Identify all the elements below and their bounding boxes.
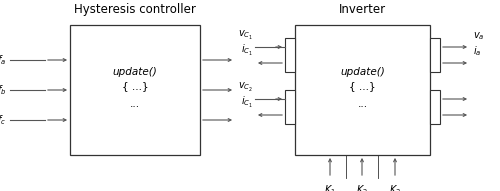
Text: $i_{C_1}$: $i_{C_1}$ [241, 43, 253, 58]
Text: Inverter: Inverter [339, 3, 386, 16]
Text: update(): update() [112, 67, 158, 77]
Text: update(): update() [340, 67, 385, 77]
Text: $v_{C_1}$: $v_{C_1}$ [238, 29, 253, 42]
Text: { ...}: { ...} [122, 81, 148, 91]
Bar [430, 90, 440, 124]
Bar [430, 38, 440, 72]
Text: $f_b$: $f_b$ [0, 83, 6, 97]
Text: $K_1$: $K_1$ [324, 183, 336, 191]
Text: $v_a$: $v_a$ [473, 30, 484, 42]
Text: $v_{C_2}$: $v_{C_2}$ [238, 81, 253, 94]
Text: $K_2$: $K_2$ [356, 183, 368, 191]
Text: $f_c$: $f_c$ [0, 113, 6, 127]
Text: $f_a$: $f_a$ [0, 53, 6, 67]
Text: $i_{C_1}$: $i_{C_1}$ [241, 95, 253, 110]
Text: Hysteresis controller: Hysteresis controller [74, 3, 196, 16]
Bar [70, 25, 200, 155]
Text: $K_3$: $K_3$ [389, 183, 401, 191]
Text: { ...}: { ...} [349, 81, 376, 91]
Text: $i_a$: $i_a$ [473, 44, 482, 58]
Bar [295, 25, 430, 155]
Bar [285, 38, 295, 72]
Text: ...: ... [358, 99, 368, 109]
Text: ...: ... [130, 99, 140, 109]
Bar [285, 90, 295, 124]
